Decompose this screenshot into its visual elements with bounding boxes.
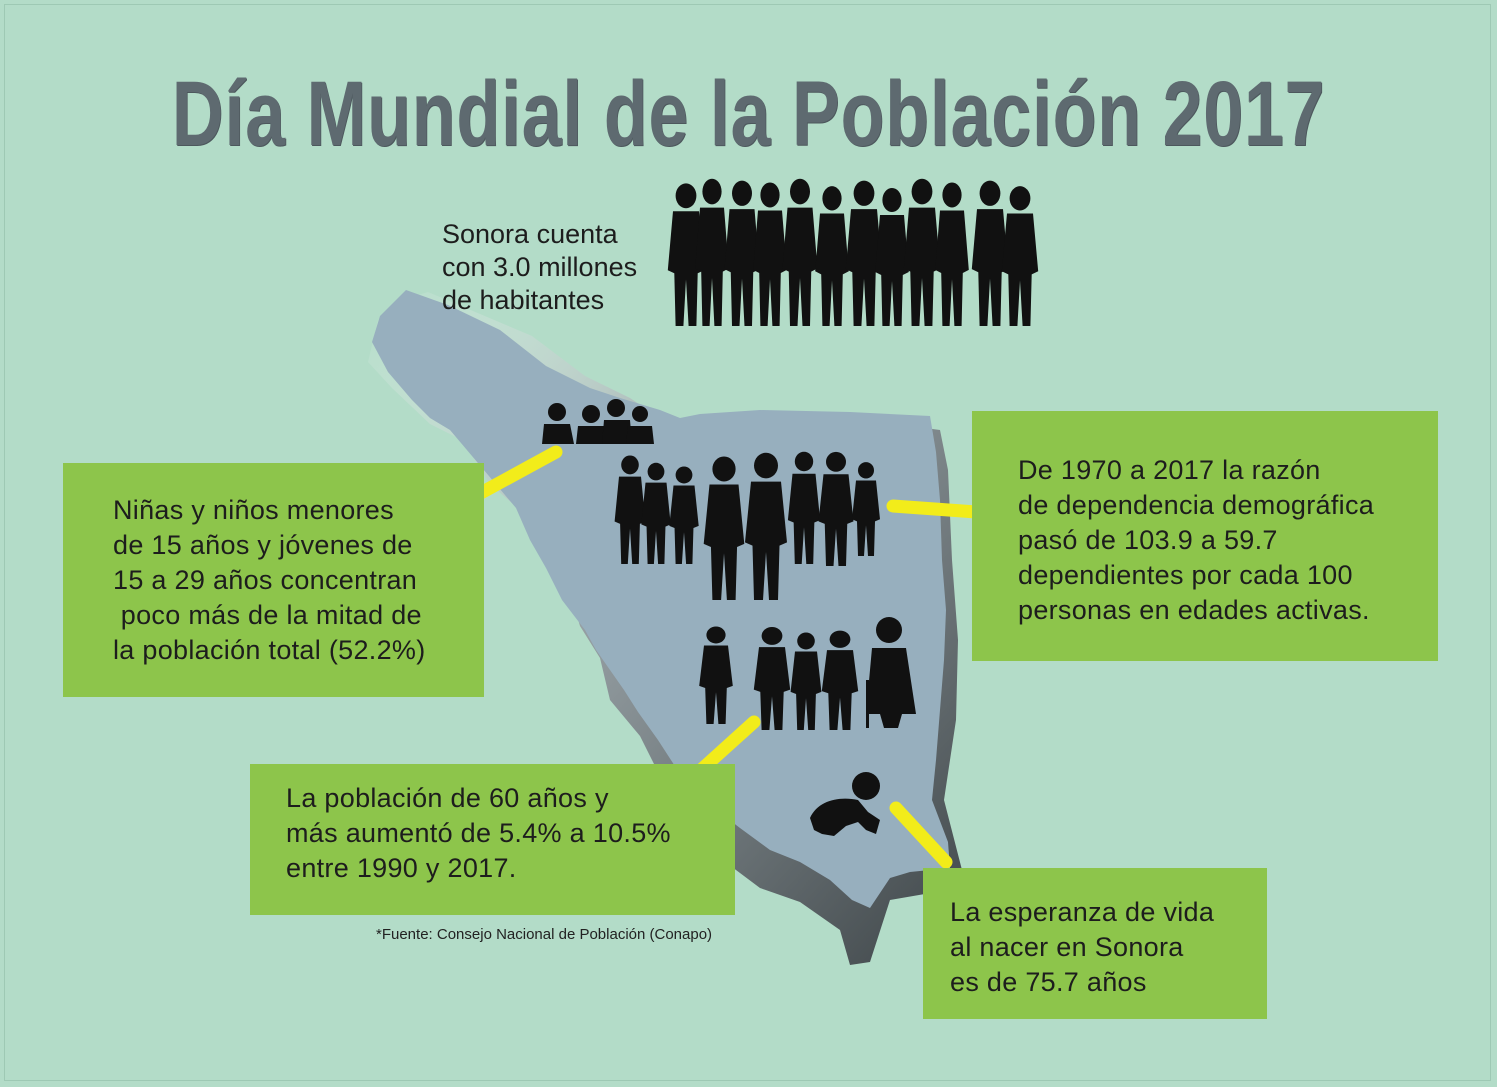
dependency-callout-box: De 1970 a 2017 la razón de dependencia d…: [972, 411, 1438, 661]
connector-life-expectancy: [889, 801, 953, 869]
dependency-callout-text: De 1970 a 2017 la razón de dependencia d…: [1018, 455, 1375, 625]
life-expectancy-callout-box: La esperanza de vida al nacer en Sonora …: [923, 868, 1267, 1019]
life-expectancy-callout-text: La esperanza de vida al nacer en Sonora …: [950, 897, 1215, 997]
elderly-callout-box: La población de 60 años y más aumentó de…: [250, 764, 735, 915]
population-intro-text: Sonora cuenta con 3.0 millones de habita…: [442, 219, 638, 315]
elderly-callout-text: La población de 60 años y más aumentó de…: [286, 783, 671, 883]
sonora-map: [372, 290, 950, 908]
page-title: Día Mundial de la Población 2017: [171, 63, 1326, 165]
crowd-silhouette-icon: [667, 178, 1039, 326]
elderly-silhouette-icon: [699, 617, 916, 730]
youth-callout-box: Niñas y niños menores de 15 años y jóven…: [63, 463, 484, 697]
children-silhouette-icon: [542, 399, 654, 444]
source-note: *Fuente: Consejo Nacional de Población (…: [376, 926, 713, 943]
page-frame: [4, 4, 1491, 1081]
baby-crawling-silhouette-icon: [810, 772, 880, 836]
youth-callout-text: Niñas y niños menores de 15 años y jóven…: [113, 495, 426, 665]
